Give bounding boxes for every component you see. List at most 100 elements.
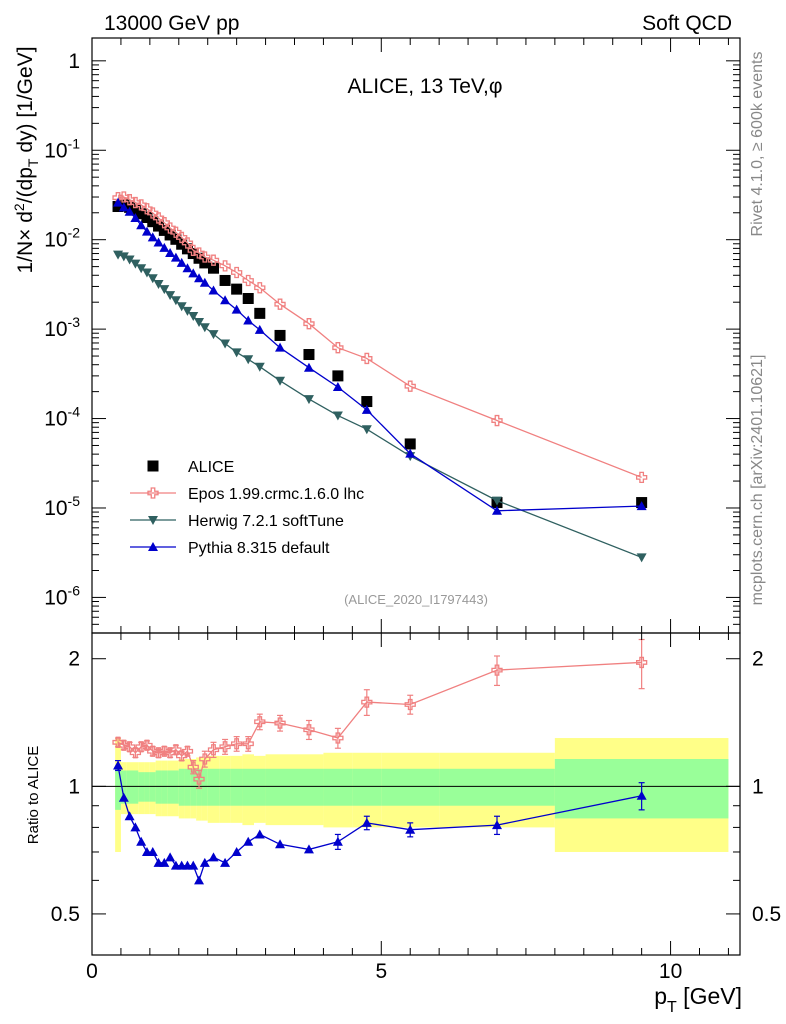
data-point [303,395,314,405]
legend-entry: ALICE [147,459,234,476]
data-point [153,220,165,232]
ratio-point [159,857,170,867]
ratio-point [199,857,210,867]
ratio-point [332,732,344,744]
ratio-point [636,790,647,800]
ratio-point [635,656,648,669]
data-point [220,295,231,305]
data-point [113,197,124,207]
stat-band [219,768,231,806]
ratio-point [194,875,205,885]
data-point [182,263,193,273]
data-point [164,222,176,234]
svg-text:1/N× d2/(dpT dy) [1/GeV]: 1/N× d2/(dpT dy) [1/GeV] [11,46,41,273]
data-point [188,268,199,278]
ratio-point [332,836,343,846]
data-point [231,304,242,314]
stat-band [352,768,382,806]
data-point [208,285,219,295]
stat-band [201,768,208,806]
data-point [303,349,315,361]
ratio-point [208,852,219,862]
data-point [153,279,164,289]
data-point [361,404,372,414]
legend-marker [148,516,158,525]
stat-band [126,770,133,804]
data-point [254,282,266,294]
ratio-point [491,664,503,676]
data-point [636,553,647,563]
stat-band [381,768,440,806]
legend-entry: Herwig 7.2.1 softTune [130,513,344,530]
data-point [181,243,193,255]
data-point [405,448,416,458]
data-point [147,232,158,242]
data-point [147,207,159,219]
ratio-point [231,846,242,856]
data-point [254,362,265,372]
data-point [170,233,182,245]
data-point [635,471,648,484]
data-point [491,414,503,427]
series-line [117,254,642,559]
legend-marker [147,487,159,499]
data-point [176,257,187,267]
legend-entry: Pythia 8.315 default [130,540,330,557]
data-point [141,226,152,236]
stat-band [230,768,243,806]
data-point [158,217,170,229]
data-point [361,396,373,408]
series-0 [112,199,648,509]
ratio-tick-label: 0.5 [51,903,80,926]
data-point [124,206,135,216]
data-point [194,318,205,328]
ratio-point [193,773,205,785]
data-point [135,208,147,220]
data-point [199,257,211,269]
ratio-point [147,745,159,757]
ratio-point [303,844,314,854]
ratio-point [219,741,231,753]
data-point [274,298,286,310]
legend-entry: Epos 1.99.crmc.1.6.0 lhc [130,486,364,503]
stat-band [144,772,150,802]
ratio-point [158,745,170,757]
ratio-tick-label: 2 [68,648,80,671]
data-point [242,292,254,304]
data-point [130,259,141,269]
series-line [117,196,642,479]
chart-title: ALICE, 13 TeV,φ [348,75,503,98]
data-point [231,283,243,295]
ratio-point [361,696,373,708]
ratio-point [118,739,130,751]
data-point [404,380,416,392]
data-point [404,438,416,450]
data-point [194,273,205,283]
ratio-point [147,846,158,856]
ratio-y-label: Ratio to ALICE [25,746,42,844]
stat-band [138,772,145,802]
stat-band [323,768,353,806]
data-point [164,229,176,241]
stat-band [115,765,121,810]
analysis-label: (ALICE_2020_I1797443) [344,592,488,607]
ratio-point [405,824,416,834]
ratio-tick-label-right: 1 [752,775,764,798]
data-point [274,329,286,341]
ratio-point [181,745,194,757]
data-point [193,247,205,259]
data-point [230,266,243,279]
legend-label: ALICE [188,459,234,476]
series-1 [112,191,648,484]
ratio-tick-label-right: 2 [752,648,764,671]
ratio-tick-label: 1 [68,775,80,798]
ratio-point [207,744,220,756]
ratio-point [303,724,315,736]
data-point [130,212,141,222]
stat-band [242,768,254,806]
data-point [231,348,242,358]
x-tick-label: 0 [86,960,98,983]
axes-layer: 0 5 10 10-6 10-5 10-4 10-3 10-2 10-1 1 0.5 0.5 1 1 2 2 [44,37,781,983]
stat-band [207,768,220,806]
y-tick-label: 10-6 [44,582,80,609]
